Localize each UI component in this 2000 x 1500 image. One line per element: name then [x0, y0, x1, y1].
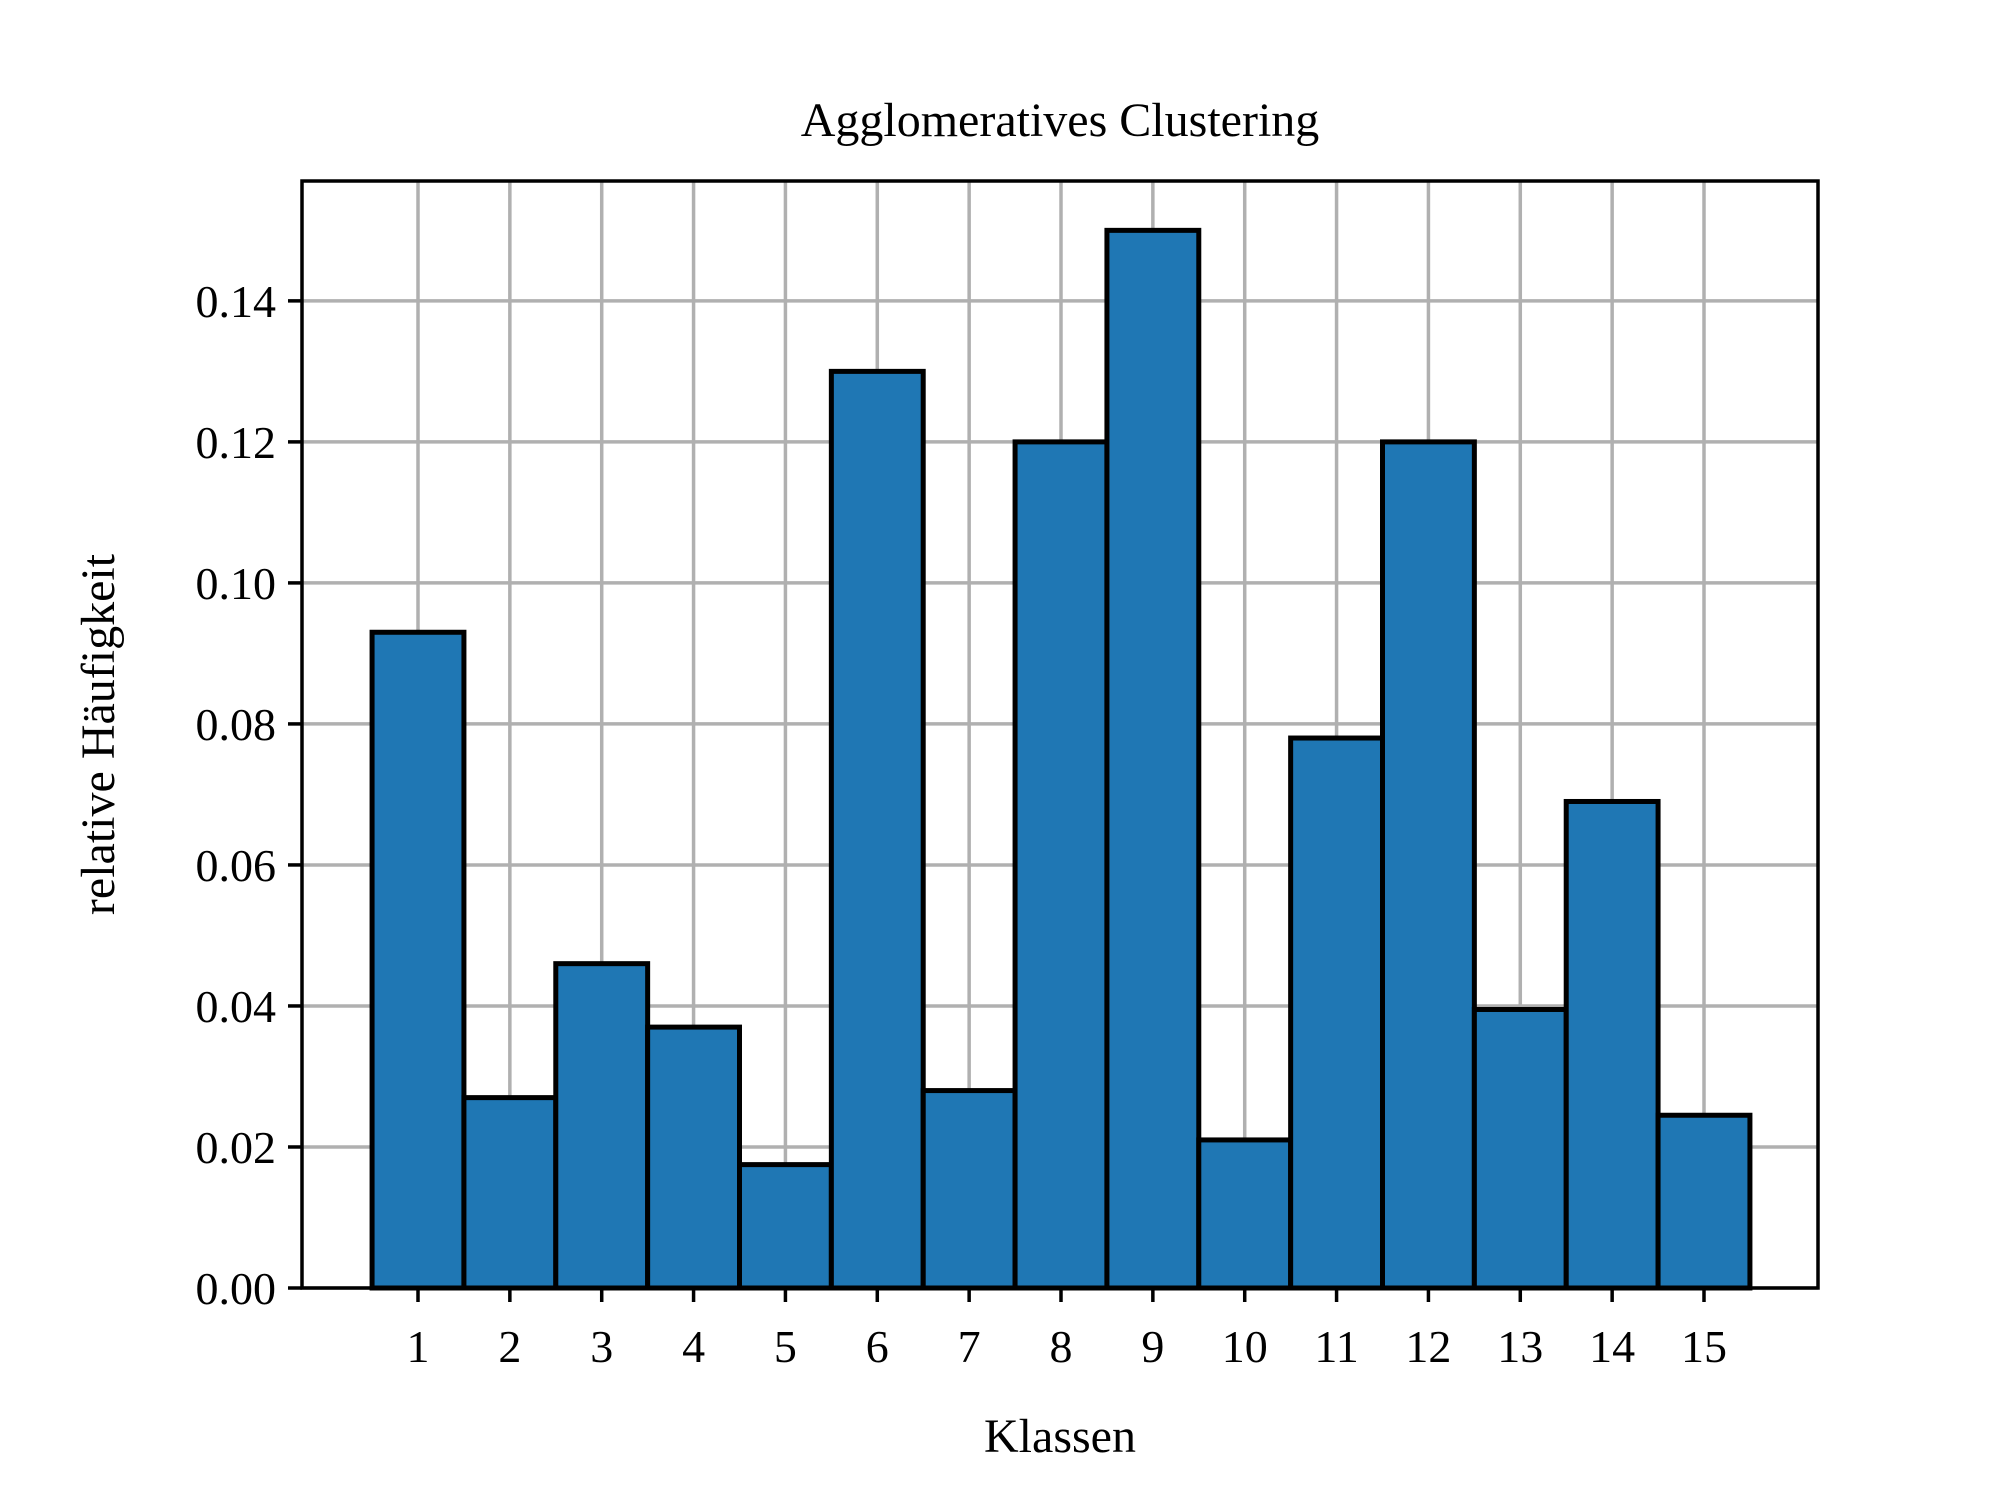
- bar-4: [645, 1024, 743, 1291]
- x-tick-label: 1: [407, 1321, 430, 1372]
- y-tick-label: 0.10: [196, 558, 277, 609]
- bar-8: [1012, 439, 1110, 1291]
- bar-5: [737, 1162, 834, 1291]
- x-tick-label: 6: [866, 1321, 889, 1372]
- y-tick-label: 0.14: [196, 276, 277, 327]
- axis-ticks: 1 2 3 4 5 6 7 8 9 10 11 12 13 14 150.000.020.040.060.0…: [196, 276, 1728, 1372]
- y-tick-label: 0.12: [196, 417, 277, 468]
- y-axis-title: relative Häufigkeit: [72, 553, 125, 915]
- x-tick-label: 8: [1050, 1321, 1073, 1372]
- x-tick-label: 9: [1141, 1321, 1164, 1372]
- x-tick-label: 7: [958, 1321, 981, 1372]
- bars: [369, 227, 1753, 1291]
- bar-11: [1288, 735, 1385, 1291]
- x-tick-label: 11: [1314, 1321, 1358, 1372]
- bar-1: [369, 629, 467, 1291]
- x-tick-label: 5: [774, 1321, 797, 1372]
- bar-2: [461, 1095, 559, 1291]
- x-tick-label: 12: [1405, 1321, 1451, 1372]
- chart-title: Agglomeratives Clustering: [801, 94, 1320, 147]
- y-tick-label: 0.08: [196, 699, 277, 750]
- bar-6: [828, 368, 926, 1291]
- bar-13: [1471, 1006, 1569, 1291]
- bar-3: [553, 961, 651, 1291]
- x-axis-title: Klassen: [984, 1410, 1136, 1463]
- bar-7: [920, 1088, 1018, 1291]
- bar-14: [1563, 798, 1661, 1291]
- bar-10: [1196, 1137, 1294, 1291]
- x-tick-label: 15: [1681, 1321, 1727, 1372]
- x-tick-label: 4: [682, 1321, 705, 1372]
- x-tick-label: 2: [498, 1321, 521, 1372]
- y-tick-label: 0.04: [196, 981, 277, 1032]
- x-tick-label: 10: [1222, 1321, 1268, 1372]
- bar-15: [1655, 1112, 1753, 1291]
- y-tick-label: 0.06: [196, 840, 277, 891]
- y-tick-label: 0.02: [196, 1122, 277, 1173]
- x-tick-label: 14: [1589, 1321, 1635, 1372]
- x-tick-label: 13: [1497, 1321, 1543, 1372]
- bar-12: [1380, 439, 1477, 1291]
- y-tick-label: 0.00: [196, 1263, 277, 1314]
- bar-9: [1104, 227, 1202, 1291]
- x-tick-label: 3: [590, 1321, 613, 1372]
